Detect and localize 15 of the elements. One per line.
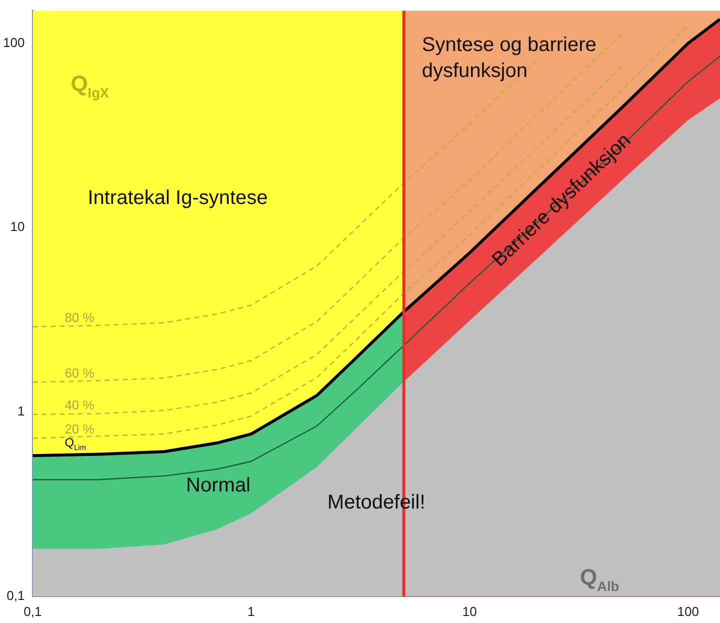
x-tick-label: 0,1 (24, 604, 42, 619)
y-tick-label: 0,1 (6, 588, 25, 603)
x-tick-label: 1 (248, 604, 255, 619)
series-label: 80 % (64, 310, 95, 325)
band-label: Syntese og barriere dysfunksjon (422, 34, 596, 82)
y-tick-label: 100 (2, 34, 25, 50)
series-label: Normal (186, 474, 250, 496)
series-label: 20 % (64, 421, 95, 436)
series-label: 40 % (64, 397, 95, 412)
x-tick-label: 100 (677, 604, 699, 619)
band-label: Intratekal Ig-syntese (88, 187, 268, 210)
series-label: 60 % (64, 365, 95, 380)
x-tick-label: 10 (462, 604, 477, 619)
y-tick-label: 1 (17, 404, 25, 419)
y-tick-label: 10 (10, 219, 25, 234)
